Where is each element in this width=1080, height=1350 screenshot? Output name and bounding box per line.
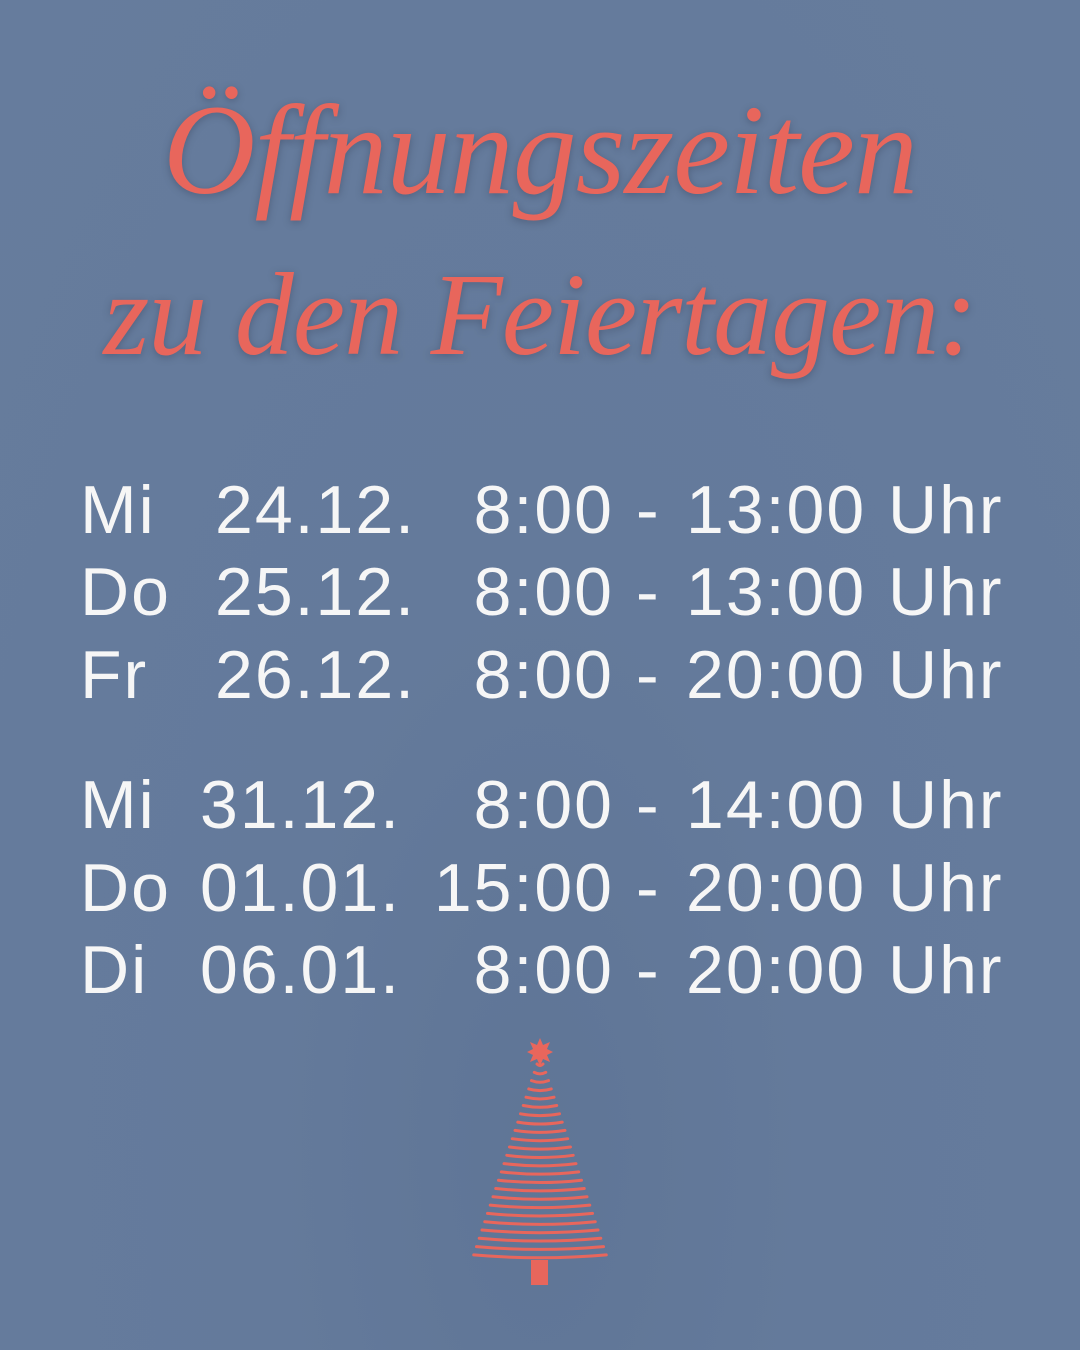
schedule-unit: Uhr (888, 637, 1004, 713)
title-line-1: Öffnungszeiten (163, 79, 918, 221)
tree-line (524, 1095, 556, 1101)
schedule-unit: Uhr (888, 554, 1004, 630)
schedule-date: 25.12. (215, 554, 417, 630)
schedule-date: 01.01. (200, 850, 402, 926)
tree-line (480, 1228, 600, 1235)
schedule-date: 26.12. (215, 637, 417, 713)
schedule-end: 13:00 (686, 554, 867, 630)
tree-line (497, 1178, 583, 1185)
schedule-unit: Uhr (888, 767, 1004, 843)
schedule-start: 15:00 (433, 850, 614, 926)
schedule-end: 20:00 (686, 932, 867, 1008)
schedule-start: 8:00 (473, 472, 614, 548)
schedule-unit: Uhr (888, 472, 1004, 548)
title-line-2: zu den Feiertagen: (103, 249, 977, 380)
tree-line (502, 1162, 578, 1168)
schedule-row: Fr 26.12. 8:00-20:00 Uhr (0, 635, 1080, 715)
schedule-row: Do 25.12. 8:00-13:00 Uhr (0, 552, 1080, 632)
tree-line (475, 1245, 605, 1251)
tree-line (499, 1170, 581, 1176)
tree-line (505, 1153, 575, 1159)
tree-line (513, 1128, 567, 1134)
schedule-day: Mi (80, 767, 156, 843)
tree-line (483, 1220, 597, 1226)
schedule-dash: - (636, 850, 661, 926)
tree-line (488, 1203, 592, 1210)
schedule-unit: Uhr (888, 932, 1004, 1008)
schedule-row: Di 06.01. 8:00-20:00 Uhr (0, 930, 1080, 1010)
schedule-day: Mi (80, 472, 156, 548)
schedule-end: 14:00 (686, 767, 867, 843)
tree-line (477, 1236, 603, 1243)
tree-line (486, 1211, 594, 1218)
tree-line (521, 1104, 559, 1109)
schedule-dash: - (636, 554, 661, 630)
schedule-unit: Uhr (888, 850, 1004, 926)
tree-line (510, 1137, 570, 1143)
schedule-day: Di (80, 932, 149, 1008)
tree-line (516, 1120, 564, 1126)
schedule-row: Mi 24.12. 8:00-13:00 Uhr (0, 470, 1080, 550)
tree-line (508, 1145, 572, 1151)
schedule-dash: - (636, 767, 661, 843)
schedule-day: Do (80, 554, 171, 630)
schedule-row: Do 01.01. 15:00-20:00 Uhr (0, 848, 1080, 928)
star-icon (527, 1038, 553, 1066)
tree-line (532, 1070, 548, 1076)
schedule-dash: - (636, 932, 661, 1008)
schedule-start: 8:00 (473, 554, 614, 630)
schedule-date: 31.12. (200, 767, 402, 843)
tree-line (527, 1087, 553, 1093)
schedule-start: 8:00 (473, 767, 614, 843)
tree-line (519, 1112, 561, 1118)
christmas-tree-icon (472, 1038, 608, 1285)
schedule-row: Mi 31.12. 8:00-14:00 Uhr (0, 765, 1080, 845)
tree-line (491, 1195, 589, 1201)
schedule-day: Fr (80, 637, 149, 713)
schedule-dash: - (636, 637, 661, 713)
tree-line (494, 1187, 586, 1193)
schedule-start: 8:00 (473, 637, 614, 713)
schedule-end: 20:00 (686, 850, 867, 926)
schedule-date: 06.01. (200, 932, 402, 1008)
schedule-end: 20:00 (686, 637, 867, 713)
schedule-dash: - (636, 472, 661, 548)
schedule-date: 24.12. (215, 472, 417, 548)
schedule-day: Do (80, 850, 171, 926)
tree-trunk (531, 1260, 548, 1285)
tree-line (530, 1079, 550, 1084)
schedule-start: 8:00 (473, 932, 614, 1008)
tree-line (472, 1253, 608, 1260)
schedule-end: 13:00 (686, 472, 867, 548)
